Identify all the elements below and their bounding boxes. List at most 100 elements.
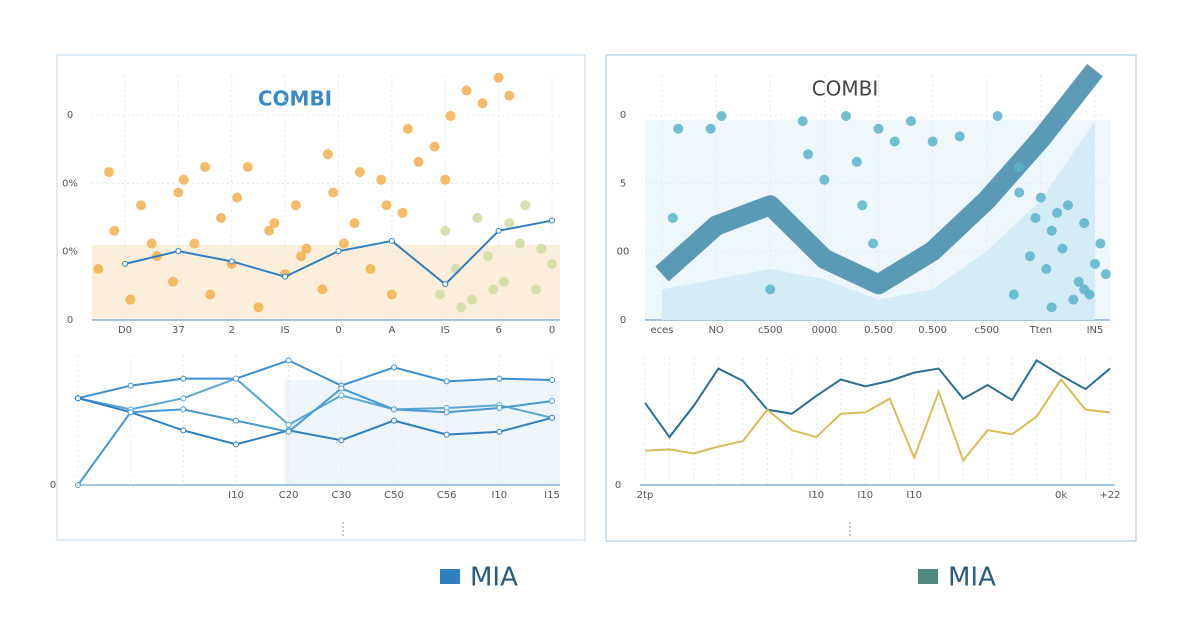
- marker: [549, 398, 555, 404]
- dot: [200, 162, 211, 172]
- marker: [228, 258, 235, 265]
- line: [77, 359, 553, 400]
- panel: [605, 54, 1137, 542]
- dot: [482, 251, 493, 262]
- x-tick-label: 0.500: [918, 325, 947, 336]
- dot: [365, 264, 376, 274]
- y-tick-label: 0: [50, 480, 56, 491]
- dot: [168, 276, 179, 287]
- x-tick-label: I15: [544, 490, 560, 501]
- y-tick-label: 0: [620, 315, 626, 326]
- marker: [338, 385, 345, 392]
- dot: [1025, 251, 1036, 262]
- panel: [56, 54, 586, 541]
- dot: [547, 258, 557, 269]
- dot: [253, 302, 264, 313]
- dot: [381, 200, 392, 211]
- dot: [954, 131, 965, 142]
- dot: [1090, 258, 1100, 269]
- y-tick-label: 00: [617, 247, 630, 258]
- dot: [1079, 218, 1090, 229]
- dot: [520, 200, 531, 211]
- dot: [349, 218, 360, 229]
- dot: [1062, 200, 1073, 211]
- marker: [442, 281, 449, 288]
- dot: [189, 238, 200, 249]
- dot: [466, 294, 477, 305]
- dot: [667, 213, 678, 223]
- x-tick-label: I10: [857, 490, 873, 501]
- marker: [495, 227, 502, 234]
- y-tick-label: 0: [67, 110, 73, 121]
- dot: [868, 238, 879, 249]
- dot: [498, 276, 509, 287]
- dot: [338, 238, 349, 249]
- dot: [290, 200, 301, 211]
- chart-title: COMBI: [812, 77, 879, 101]
- dot: [413, 156, 424, 167]
- dot: [851, 156, 862, 167]
- dot: [125, 294, 136, 305]
- dot: [504, 218, 515, 229]
- x-tick-label: c500: [758, 325, 783, 336]
- marker: [122, 260, 128, 267]
- dot: [1008, 289, 1019, 300]
- line: [77, 397, 553, 446]
- marker: [285, 421, 292, 428]
- dot: [1052, 207, 1063, 218]
- marker: [180, 395, 187, 402]
- x-tick-label: I10: [491, 490, 507, 501]
- dot: [803, 149, 814, 160]
- marker: [496, 375, 503, 382]
- marker: [549, 414, 555, 421]
- y-tick-label: 5: [620, 178, 626, 189]
- dot: [493, 72, 504, 83]
- dot: [857, 200, 868, 211]
- dot: [440, 225, 451, 236]
- dot: [269, 218, 280, 229]
- dot: [301, 243, 312, 254]
- dot: [992, 111, 1003, 121]
- dot: [317, 284, 328, 295]
- dot: [402, 123, 413, 134]
- dot: [232, 192, 243, 203]
- dot: [905, 116, 916, 127]
- y-tick-label: 0%: [62, 247, 78, 258]
- dot: [1079, 284, 1090, 295]
- marker: [391, 406, 397, 413]
- dot: [504, 90, 515, 101]
- x-tick-label: 6: [495, 325, 501, 336]
- x-tick-label: IS: [441, 325, 450, 336]
- x-tick-label: 2tp: [637, 490, 654, 501]
- marker: [233, 417, 239, 424]
- legend-swatch: [440, 569, 460, 584]
- dot: [716, 111, 727, 121]
- dot: [873, 123, 884, 134]
- marker: [391, 417, 397, 424]
- dot: [296, 251, 307, 262]
- y-tick-label: 0: [615, 480, 621, 491]
- x-tick-label: D0: [118, 325, 132, 336]
- dot: [136, 200, 147, 211]
- line: [77, 387, 553, 486]
- line: [644, 358, 1111, 439]
- dot: [146, 238, 157, 249]
- dot: [488, 284, 499, 295]
- marker: [75, 395, 81, 402]
- x-tick-label: I10: [228, 490, 244, 501]
- y-tick-label: 0%: [62, 178, 78, 189]
- marker: [443, 409, 450, 416]
- dot: [173, 187, 184, 198]
- dot: [242, 162, 253, 172]
- dot: [1057, 243, 1068, 254]
- dot: [434, 289, 445, 300]
- dot: [819, 174, 830, 185]
- dot: [376, 174, 387, 185]
- dot: [109, 225, 120, 236]
- dot: [205, 289, 216, 300]
- dot: [328, 187, 339, 198]
- dot: [1073, 276, 1084, 287]
- x-tick-label: Tten: [1029, 325, 1053, 336]
- dot: [841, 111, 852, 121]
- x-tick-label: C56: [437, 490, 457, 501]
